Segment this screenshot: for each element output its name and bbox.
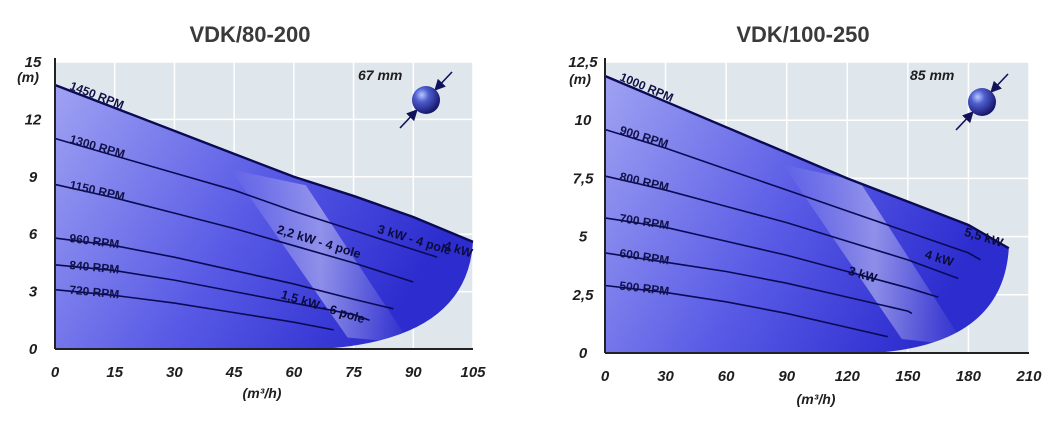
x-tick-label: 45: [225, 364, 243, 381]
curve-800-rpm: [604, 175, 959, 280]
x-tick-label: 75: [345, 364, 362, 381]
y-axis-label: (m): [17, 69, 39, 85]
y-tick-label: 3: [29, 284, 38, 301]
rpm-curves: [54, 83, 474, 331]
x-axis-label: (m³/h): [243, 385, 282, 401]
curve-500-rpm: [604, 284, 888, 338]
x-tick-label: 0: [601, 368, 610, 385]
chart-title: VDK/80-200: [189, 22, 310, 47]
y-tick-label: 7,5: [573, 170, 595, 187]
rpm-label: 720 RPM: [69, 283, 120, 302]
curve-600-rpm: [604, 252, 913, 315]
y-tick-label: 12: [25, 111, 42, 128]
x-axis-label: (m³/h): [797, 391, 836, 407]
y-tick-label: 9: [29, 169, 38, 186]
impeller-ball-icon: [399, 71, 453, 129]
curve-1300-rpm: [54, 137, 438, 258]
x-tick-label: 90: [778, 368, 795, 385]
area-highlight: [230, 169, 411, 344]
x-tick-labels: 0 30 60 90 120 150 180 210: [601, 368, 1042, 385]
y-tick-labels: 0 3 6 9 12 15: [25, 54, 42, 358]
y-tick-label: 12,5: [568, 54, 598, 71]
x-tick-label: 210: [1015, 368, 1042, 385]
x-tick-label: 120: [835, 368, 861, 385]
y-tick-label: 0: [29, 341, 38, 358]
chart-title: VDK/100-250: [736, 22, 869, 47]
rpm-label: 960 RPM: [69, 231, 120, 251]
y-tick-label: 10: [575, 112, 592, 129]
x-tick-label: 105: [460, 364, 486, 381]
x-tick-label: 30: [657, 368, 674, 385]
curve-700-rpm: [604, 217, 939, 298]
rpm-label: 840 RPM: [69, 258, 120, 277]
x-tick-label: 60: [286, 364, 303, 381]
x-tick-label: 60: [718, 368, 735, 385]
x-tick-label: 90: [405, 364, 422, 381]
y-tick-label: 6: [29, 226, 38, 243]
x-tick-label: 150: [895, 368, 921, 385]
x-tick-label: 180: [956, 368, 982, 385]
y-tick-label: 0: [579, 345, 588, 362]
x-tick-label: 0: [51, 364, 60, 381]
curve-1450-rpm: [54, 83, 474, 243]
y-tick-label: 5: [579, 229, 588, 246]
curve-960-rpm: [54, 237, 394, 310]
curve-1000-rpm: [604, 74, 1010, 250]
rpm-curves: [604, 74, 1010, 338]
x-tick-label: 15: [106, 364, 123, 381]
y-axis-label: (m): [569, 71, 591, 87]
y-tick-labels: 0 2,5 5 7,5 10 12,5: [568, 54, 598, 362]
impeller-ball-icon: [955, 73, 1009, 131]
diameter-label: 85 mm: [910, 67, 954, 83]
area-highlight: [783, 164, 966, 347]
y-tick-label: 15: [25, 54, 42, 71]
curve-720-rpm: [54, 288, 334, 331]
curve-900-rpm: [604, 128, 981, 261]
curve-840-rpm: [54, 264, 370, 322]
x-tick-label: 30: [166, 364, 183, 381]
rpm-label: 500 RPM: [619, 279, 670, 299]
diameter-label: 67 mm: [358, 67, 402, 83]
x-tick-labels: 0 15 30 45 60 75 90 105: [51, 364, 486, 381]
y-tick-label: 2,5: [572, 287, 595, 304]
curve-1150-rpm: [54, 183, 414, 283]
